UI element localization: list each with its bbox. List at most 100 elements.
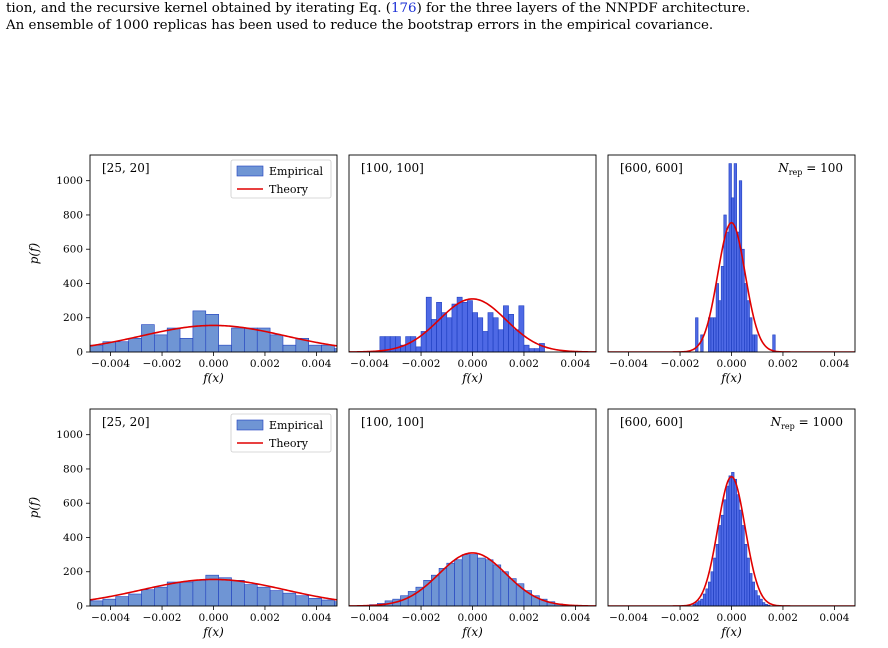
histogram-panel-1: −0.004 −0.002 0.000 0.002 0.004 f(x) 0 200 400 60… — [27, 154, 338, 385]
histogram-panel-4: −0.004 −0.002 0.000 0.002 0.004 f(x) 0 200 400 60… — [27, 408, 338, 639]
theory-curve — [608, 475, 855, 606]
x-axis-label-part: f(x) — [461, 371, 483, 385]
y-tick-label: 400 — [63, 278, 83, 290]
histogram-bar — [410, 336, 417, 352]
x-tick-label: 0.000 — [716, 612, 746, 624]
histogram-bar — [720, 514, 725, 606]
histogram-bar — [446, 562, 455, 606]
histogram-bar — [102, 598, 117, 606]
panel-architecture-label: [100, 100] — [361, 415, 424, 429]
histogram-bar — [702, 593, 707, 606]
histogram-bar — [334, 601, 337, 606]
histogram-bar — [256, 586, 271, 606]
histogram-bar — [497, 329, 504, 352]
histogram-bar — [154, 334, 168, 352]
histogram-bar — [736, 231, 740, 352]
histogram-bar — [454, 559, 463, 606]
histogram-bar — [749, 573, 753, 606]
y-axis-label: p(f) — [27, 242, 41, 264]
histogram-bar — [728, 163, 732, 352]
histogram-bar — [746, 557, 750, 606]
histogram-bar — [726, 485, 730, 606]
histogram-bar — [218, 577, 232, 606]
histogram-bar — [205, 314, 219, 352]
x-tick-label: 0.000 — [198, 612, 228, 624]
x-axis-label-part: f(x) — [720, 371, 742, 385]
x-tick-label: −0.002 — [661, 612, 700, 624]
panel-architecture-label: [25, 20] — [102, 161, 150, 175]
panel-architecture-label: [100, 100] — [361, 161, 424, 175]
histogram-bar — [738, 180, 743, 352]
nrep-symbol: N — [777, 161, 789, 175]
y-tick-label: 600 — [63, 498, 83, 510]
histogram-bar — [461, 302, 468, 352]
nrep-annotation: Nrep = 1000 — [770, 415, 843, 431]
nrep-symbol: N — [770, 415, 782, 429]
histogram-bar — [713, 317, 717, 352]
histogram-bar — [492, 317, 499, 352]
histogram-bar — [754, 334, 758, 352]
caption-text: ) for the three layers of the NNPDF arch… — [416, 1, 751, 16]
histogram-bar — [192, 310, 207, 352]
theory-curve — [90, 324, 337, 347]
histogram-bar — [308, 597, 322, 606]
histogram-bar — [441, 312, 448, 352]
histogram-bar — [231, 580, 245, 606]
histogram-bar — [231, 327, 245, 352]
x-tick-label: −0.004 — [350, 612, 389, 624]
x-axis-label-part: f(x) — [202, 625, 224, 639]
histogram-bar — [733, 478, 737, 606]
x-tick-label: 0.004 — [301, 358, 331, 370]
panel-architecture-label: [600, 600] — [620, 415, 683, 429]
histogram-bar — [308, 344, 322, 352]
histogram-bar — [179, 337, 194, 352]
histogram-bar — [718, 300, 722, 352]
legend-swatch-empirical — [236, 419, 264, 431]
histogram-bar — [128, 337, 142, 352]
histogram-bar — [451, 303, 458, 352]
histogram-bar — [513, 329, 520, 352]
x-axis-label: f(x) — [461, 371, 483, 385]
panel-architecture-label: [600, 600] — [620, 161, 683, 175]
nrep-subscript: rep — [789, 168, 803, 177]
histogram-bar — [749, 317, 753, 352]
legend-label-empirical: Empirical — [269, 165, 324, 178]
y-tick-label: 400 — [63, 532, 83, 544]
x-axis-label-part: f(x) — [461, 625, 483, 639]
histogram-bar — [128, 593, 142, 606]
histogram-bar — [741, 525, 745, 606]
histogram-bar — [713, 557, 717, 606]
equation-reference-link[interactable]: 176 — [391, 1, 417, 16]
y-tick-label: 600 — [63, 244, 83, 256]
histogram-bar — [708, 581, 712, 606]
histogram-bar — [115, 596, 129, 606]
histogram-bar — [539, 343, 545, 352]
histogram-bar — [710, 317, 714, 352]
legend-label-theory: Theory — [269, 183, 309, 196]
histogram-bar — [715, 544, 719, 606]
histogram-bar — [179, 581, 194, 606]
y-tick-label: 0 — [76, 347, 83, 359]
histogram-bar — [415, 346, 422, 352]
plot-area — [608, 163, 855, 352]
x-tick-label: 0.002 — [768, 358, 798, 370]
histogram-panel-6: −0.004 −0.002 0.000 0.002 0.004 f(x) [600, 600… — [607, 408, 856, 639]
plot-area — [90, 310, 337, 352]
histogram-bar — [756, 595, 761, 606]
histogram-bar — [166, 581, 181, 606]
y-axis-label: p(f) — [27, 496, 41, 518]
histogram-bar — [731, 472, 735, 606]
histogram-bar — [244, 327, 258, 352]
histogram-bar — [218, 344, 232, 352]
caption-text: tion, and the recursive kernel obtained … — [6, 1, 391, 16]
histogram-bar — [269, 334, 284, 352]
histogram-bar — [477, 317, 484, 352]
x-tick-label: 0.000 — [716, 358, 746, 370]
x-tick-label: −0.002 — [402, 358, 441, 370]
x-tick-label: 0.002 — [768, 612, 798, 624]
x-axis-label-part: f(x) — [720, 625, 742, 639]
legend-swatch-empirical — [236, 165, 264, 177]
histogram-bar — [700, 598, 704, 606]
histogram-bar — [508, 314, 514, 352]
plot-area — [90, 574, 337, 606]
